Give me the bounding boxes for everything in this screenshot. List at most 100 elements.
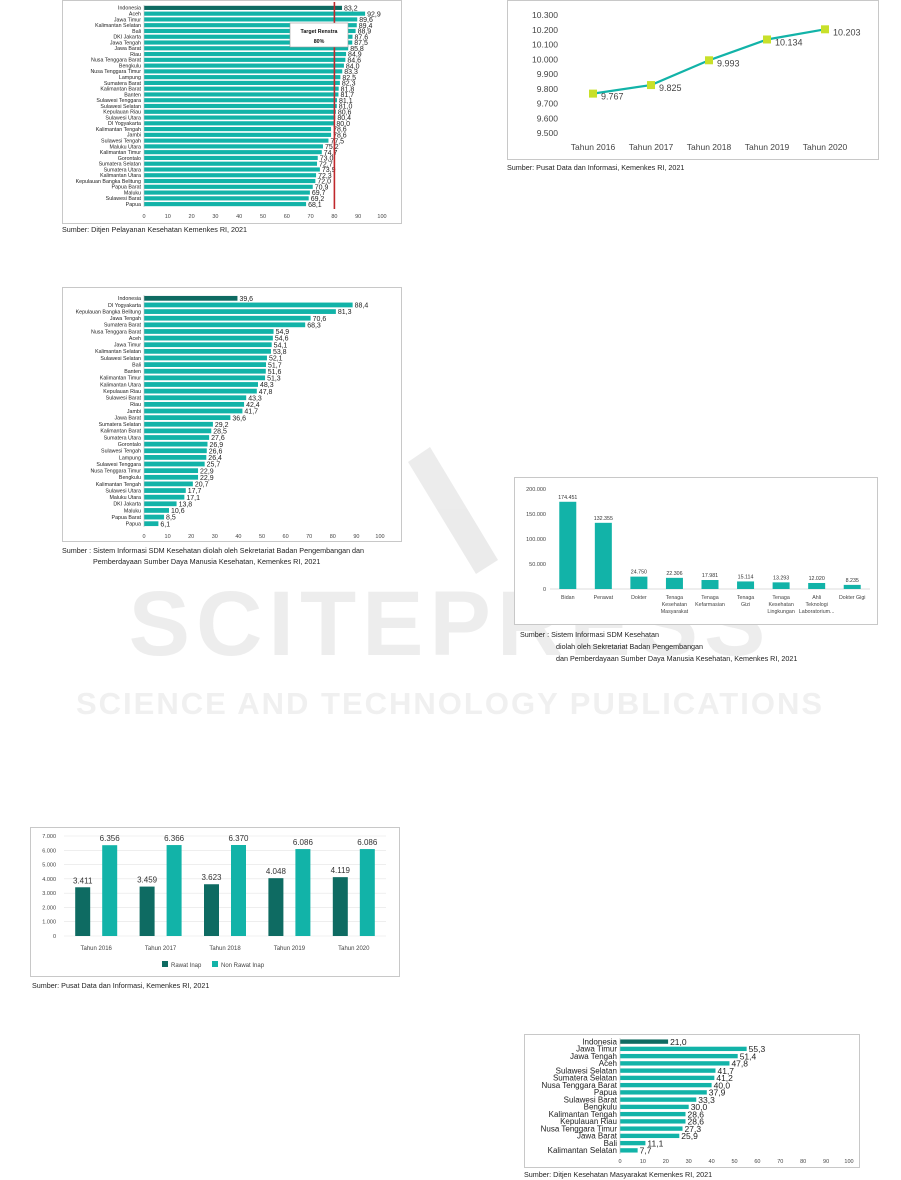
source-chart-4-line-2: diolah oleh Sekretariat Badan Pengembang… [556, 642, 704, 651]
y-tick-label: 100.000 [526, 537, 546, 543]
data-label: 10.134 [775, 37, 803, 47]
data-label: 80,4 [337, 115, 351, 122]
bar [295, 849, 311, 936]
bar [620, 1053, 738, 1059]
y-tick-label: 9.600 [537, 113, 559, 123]
category-label: Nusa Tenggara Timur [90, 469, 141, 475]
data-label: 87,5 [354, 40, 368, 47]
data-label: 75,2 [325, 144, 339, 151]
category-label: Bengkulu [119, 475, 141, 481]
category-label: Sulawesi Utara [105, 488, 141, 494]
bar [144, 86, 339, 91]
bar [144, 362, 267, 367]
bar [620, 1140, 646, 1146]
x-tick-label: 30 [212, 214, 218, 220]
category-label: Kalimantan Selatan [548, 1146, 617, 1155]
bar [144, 155, 318, 161]
chart-6-svg: Indonesia 21,0 Jawa Timur 55,3 Jawa Tengah 51… [541, 1037, 854, 1165]
data-label: 15.114 [738, 574, 754, 580]
bar [144, 184, 313, 189]
source-chart-3-line-2: Pemberdayaan Sumber Daya Manusia Kesehat… [93, 557, 321, 566]
category-label: Nusa Tenggara Barat [91, 58, 141, 64]
category-label: Kalimantan Barat [100, 87, 141, 93]
category-label: Gorontalo [118, 442, 141, 448]
category-label: Bidan [561, 595, 575, 601]
target-annotation-line-2: 80% [314, 39, 325, 45]
target-annotation-box [289, 22, 349, 48]
x-tick-label: Tahun 2019 [274, 946, 306, 952]
data-label: 55,3 [749, 1044, 766, 1054]
bar [144, 401, 245, 407]
bar [102, 845, 118, 936]
data-label: 3.411 [73, 876, 93, 885]
y-tick-label: 9.900 [537, 69, 559, 79]
x-tick-label: 80 [800, 1159, 806, 1165]
category-label: Tenaga [737, 595, 754, 601]
category-label: Sulawesi Utara [105, 115, 141, 121]
chart-3-panel: Indonesia 39,6 DI Yogyakarta 88,4 Kepulauan … [62, 287, 402, 542]
bar [620, 1068, 716, 1073]
category-label: Nusa Tenggara Barat [91, 329, 141, 335]
y-tick-label: 9.500 [537, 128, 559, 138]
legend-swatch-non-rawat-inap [212, 961, 218, 967]
category-label: Gizi [741, 602, 750, 608]
data-label: 9.825 [659, 83, 682, 93]
data-label: 28,6 [687, 1109, 704, 1119]
bar [772, 582, 790, 589]
y-tick-label: 10.000 [532, 54, 558, 64]
chart-3-svg: Indonesia 39,6 DI Yogyakarta 88,4 Kepulauan … [76, 295, 385, 540]
data-label: 53,8 [273, 349, 287, 356]
bar [620, 1133, 680, 1139]
y-tick-label: 2.000 [42, 905, 56, 911]
bar [630, 576, 648, 589]
bar [620, 1126, 683, 1131]
data-point [705, 56, 713, 65]
category-label: Ahli [812, 595, 821, 601]
x-tick-label: 50 [260, 214, 266, 220]
data-label: 81,3 [338, 309, 352, 316]
bar [620, 1148, 638, 1153]
source-chart-5: Sumber: Pusat Data dan Informasi, Kemenk… [32, 981, 210, 990]
category-label: DI Yogyakarta [108, 121, 141, 127]
bar [144, 514, 165, 520]
category-label: Sulawesi Tenggara [96, 462, 141, 468]
data-label: 22,9 [200, 468, 214, 475]
bar [144, 322, 306, 328]
data-label: 84,6 [347, 57, 361, 64]
data-label: 4.119 [331, 866, 351, 875]
category-label: Sumatera Utara [104, 167, 141, 173]
x-tick-label: 60 [284, 214, 290, 220]
data-label: 80,6 [338, 109, 352, 116]
category-label: Perawat [594, 595, 614, 601]
category-label: Papua [594, 1088, 618, 1097]
bar [144, 69, 343, 74]
data-label: 81,8 [341, 86, 355, 93]
y-tick-label: 3.000 [42, 891, 56, 897]
bar [144, 481, 193, 487]
x-tick-label: 90 [355, 214, 361, 220]
x-tick-label: 70 [308, 214, 314, 220]
category-label: Aceh [129, 336, 141, 342]
data-label: 51,7 [268, 362, 282, 369]
data-label: 78,6 [333, 127, 347, 134]
data-label: 25,7 [207, 462, 221, 469]
bar [144, 98, 338, 103]
y-tick-label: 10.100 [532, 40, 558, 50]
data-label: 89,4 [359, 23, 373, 30]
category-label: Jawa Tengah [110, 316, 141, 322]
category-label: Maluku [124, 190, 141, 196]
y-tick-label: 9.700 [537, 99, 559, 109]
data-label: 89,6 [359, 17, 373, 24]
category-label: Jawa Timur [114, 17, 141, 23]
bar [144, 329, 274, 334]
source-chart-3-line-1: Sumber : Sistem Informasi SDM Kesehatan … [62, 546, 365, 555]
data-label: 22,9 [200, 475, 214, 482]
x-tick-label: 0 [142, 214, 145, 220]
category-label: Bali [132, 29, 141, 35]
category-label: Jambi [127, 133, 141, 139]
category-label: Riau [130, 402, 141, 408]
x-tick-label: 10 [165, 534, 171, 540]
bar [144, 28, 356, 34]
category-label: Kalimantan Selatan [95, 23, 141, 29]
data-label: 51,6 [268, 369, 282, 376]
